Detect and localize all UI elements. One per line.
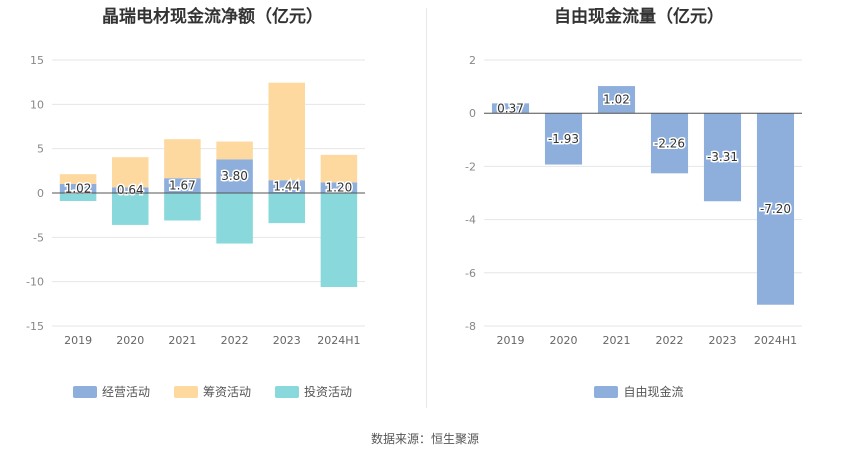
y-tick-label: 0 <box>469 107 476 120</box>
data-source-note: 数据来源：恒生聚源 <box>370 432 479 446</box>
x-tick-label: 2024H1 <box>754 334 797 347</box>
x-tick-label: 2022 <box>656 334 684 347</box>
y-tick-label: -2 <box>465 160 476 173</box>
data-label: -1.93 <box>548 132 579 146</box>
y-tick-label: 2 <box>469 54 476 67</box>
x-tick-label: 2019 <box>64 334 92 347</box>
y-tick-label: 5 <box>37 143 44 156</box>
y-tick-label: 10 <box>30 98 44 111</box>
legend-item[interactable]: 经营活动 <box>72 383 150 400</box>
x-tick-label: 2020 <box>550 334 578 347</box>
bar-经营活动-2020 <box>111 187 149 193</box>
y-tick-label: -8 <box>465 320 476 333</box>
y-tick-label: 0 <box>37 187 44 200</box>
bar-经营活动-2024H1 <box>320 182 358 193</box>
bar-经营活动-2023 <box>268 180 306 193</box>
x-tick-label: 2019 <box>497 334 525 347</box>
bar-自由现金流-2022 <box>650 113 689 174</box>
legend-label: 自由现金流 <box>623 385 684 399</box>
free-cash-flow-chart-panel: 自由现金流量（亿元） -8 -6 -4 -2 0 2 0.37 2019 -1.93 2020 1.… <box>428 0 850 410</box>
data-label: -2.26 <box>654 136 685 150</box>
x-tick-label: 2021 <box>603 334 631 347</box>
data-label: -7.20 <box>760 202 791 216</box>
bar-筹资活动-2022 <box>216 141 253 160</box>
panel-divider <box>426 8 427 408</box>
y-tick-label: -5 <box>33 231 44 244</box>
data-label: -3.31 <box>707 150 738 164</box>
data-label: 3.80 <box>221 169 248 183</box>
bar-投资活动-2024H1 <box>320 193 358 287</box>
data-label: 0.64 <box>117 183 144 197</box>
legend-swatch <box>594 385 619 398</box>
x-tick-label: 2022 <box>221 334 249 347</box>
legend-item[interactable]: 自由现金流 <box>594 383 684 400</box>
legend-swatch <box>173 385 198 398</box>
data-label: 1.44 <box>273 180 300 194</box>
bar-自由现金流-2024H1 <box>756 113 795 305</box>
left-chart-legend: 经营活动 筹资活动 投资活动 <box>0 383 425 400</box>
data-label: 1.02 <box>603 93 630 107</box>
bar-自由现金流-2020 <box>544 113 583 165</box>
right-chart-title: 自由现金流量（亿元） <box>554 7 724 27</box>
cash-flow-chart-panel: 晶瑞电材现金流净额（亿元） -15 -10 -5 0 5 10 15 1.02 2019 0.64… <box>0 0 425 410</box>
bar-经营活动-2019 <box>59 183 97 193</box>
x-tick-label: 2020 <box>116 334 144 347</box>
data-label: 0.37 <box>497 101 524 115</box>
legend-label: 投资活动 <box>304 385 353 399</box>
bar-自由现金流-2021 <box>597 86 636 114</box>
legend-swatch <box>72 385 97 398</box>
data-label: 1.20 <box>326 181 353 195</box>
bar-投资活动-2022 <box>216 193 253 244</box>
y-tick-label: -10 <box>26 276 44 289</box>
free-cash-flow-chart: -8 -6 -4 -2 0 2 0.37 2019 -1.93 2020 1.02 2021 -2.26… <box>465 54 802 347</box>
cash-flow-chart: -15-10-50510151.0220190.6420201.6720213.… <box>26 54 365 347</box>
legend-item[interactable]: 投资活动 <box>275 383 352 400</box>
right-chart-legend: 自由现金流 <box>428 383 850 400</box>
bar-经营活动-2021 <box>164 178 201 193</box>
bar-投资活动-2020 <box>111 193 149 225</box>
bar-筹资活动-2020 <box>111 157 149 188</box>
y-tick-label: 15 <box>30 54 44 67</box>
bar-投资活动-2019 <box>59 193 97 201</box>
bar-筹资活动-2024H1 <box>320 154 358 183</box>
bar-自由现金流-2019 <box>491 103 530 114</box>
x-tick-label: 2023 <box>273 334 301 347</box>
bar-投资活动-2021 <box>164 193 201 221</box>
y-tick-label: -15 <box>26 320 44 333</box>
bar-筹资活动-2021 <box>164 139 201 179</box>
bar-投资活动-2023 <box>268 193 306 224</box>
bar-筹资活动-2019 <box>59 174 97 184</box>
legend-item[interactable]: 筹资活动 <box>173 383 251 400</box>
x-tick-label: 2024H1 <box>317 334 360 347</box>
y-tick-label: -6 <box>465 267 476 280</box>
y-tick-label: -4 <box>465 214 476 227</box>
legend-swatch <box>275 385 299 398</box>
x-tick-label: 2023 <box>709 334 737 347</box>
bar-经营活动-2022 <box>216 159 253 193</box>
bar-自由现金流-2023 <box>703 113 742 202</box>
data-label: 1.67 <box>169 179 196 193</box>
bar-筹资活动-2023 <box>268 82 306 181</box>
x-tick-label: 2021 <box>168 334 196 347</box>
left-chart-title: 晶瑞电材现金流净额（亿元） <box>102 7 323 27</box>
legend-label: 经营活动 <box>101 385 150 399</box>
legend-label: 筹资活动 <box>202 385 251 399</box>
